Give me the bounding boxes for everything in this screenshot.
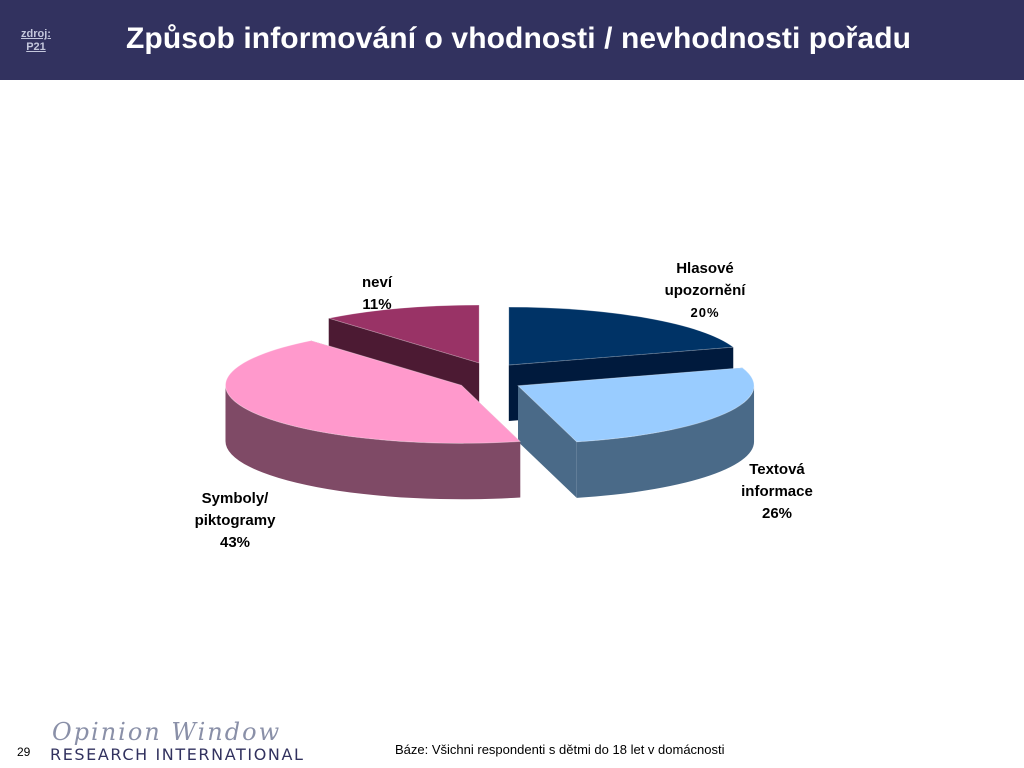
slice-textova-wall-1 [518,385,577,498]
slice-textova [517,367,755,443]
slice-value-textova: 26% [761,505,793,522]
slice-label-hlasove-line1: Hlasové [676,260,734,277]
slice-symboly [225,340,522,444]
source-label[interactable]: zdroj: [21,28,51,40]
slice-hlasove [508,306,735,366]
slice-label-textova-line2: informace [741,483,813,500]
slice-label-hlasove: Hlasové upozornění 20% [640,258,770,324]
slice-value-nevi: 11% [362,296,392,313]
slice-label-symboly: Symboly/ piktogramy 43% [170,488,300,554]
slice-nevi [328,304,480,364]
slice-label-symboly-line2: piktogramy [194,512,276,529]
page-number: 29 [17,745,31,759]
slice-label-nevi-line1: neví [361,274,392,291]
slice-label-symboly-line1: Symboly/ [201,490,269,507]
company-logo: Opinion Window RESEARCH INTERNATIONAL [50,718,303,766]
slice-label-textova: Textová informace 26% [717,459,837,525]
page-title: Způsob informování o vhodnosti / nevhodn… [126,22,912,55]
slice-label-hlasove-line2: upozornění [664,282,746,299]
source-question-id[interactable]: P21 [26,41,46,53]
slice-value-hlasove: 20% [690,305,720,320]
slice-textova-side [576,385,755,498]
slice-label-textova-line1: Textová [749,461,805,478]
logo-opinion-window: Opinion Window [52,718,282,746]
logo-research-international: RESEARCH INTERNATIONAL [50,745,305,764]
slice-value-symboly: 43% [219,534,251,551]
header-bar: zdroj: P21 Způsob informování o vhodnost… [0,0,1024,80]
source-link[interactable]: zdroj: P21 [14,28,58,54]
slice-symboly-side [225,385,521,500]
base-note: Báze: Všichni respondenti s dětmi do 18 … [395,742,725,757]
slice-label-nevi: neví 11% [332,272,422,316]
